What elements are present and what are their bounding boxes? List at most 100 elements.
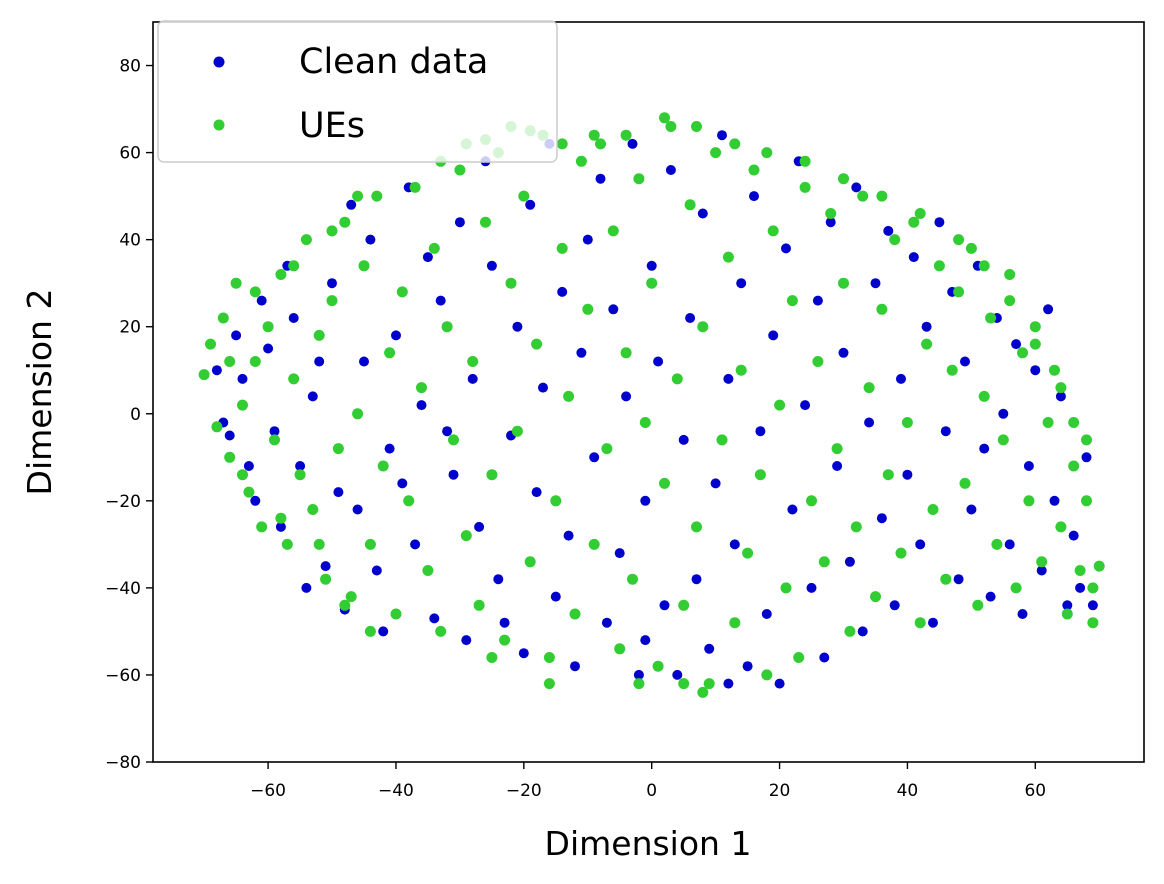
data-point-ues: [754, 469, 766, 481]
data-point-ues: [953, 234, 965, 246]
data-point-clean-data: [538, 382, 548, 393]
data-point-ues: [575, 155, 587, 167]
y-tick-label: −60: [105, 666, 141, 686]
data-point-ues: [806, 495, 817, 507]
data-point-ues: [831, 443, 843, 455]
data-point-ues: [953, 286, 965, 298]
data-point-clean-data: [844, 556, 855, 567]
data-point-clean-data: [288, 313, 299, 323]
data-point-clean-data: [953, 574, 964, 585]
data-point-clean-data: [665, 165, 676, 175]
data-point-clean-data: [518, 648, 529, 659]
data-point-ues: [633, 678, 645, 690]
data-point-clean-data: [467, 373, 478, 384]
data-point-clean-data: [448, 469, 459, 480]
data-point-ues: [326, 295, 338, 307]
data-point-clean-data: [250, 495, 261, 506]
data-point-ues: [959, 477, 971, 489]
data-point-ues: [933, 260, 945, 272]
data-point-ues: [838, 173, 849, 185]
data-point-ues: [722, 251, 734, 263]
data-point-clean-data: [563, 530, 574, 541]
y-tick-label: 0: [130, 405, 141, 425]
y-axis-label: Dimension 2: [20, 289, 59, 496]
data-point-ues: [307, 504, 319, 515]
data-point-ues: [550, 495, 562, 507]
y-tick-label: −80: [105, 753, 141, 773]
data-point-ues: [921, 338, 933, 350]
data-point-clean-data: [755, 426, 766, 437]
data-point-ues: [627, 573, 638, 585]
data-point-ues: [205, 338, 216, 350]
data-point-clean-data: [646, 260, 657, 271]
data-point-clean-data: [320, 561, 331, 572]
data-point-ues: [684, 199, 696, 211]
data-point-clean-data: [678, 434, 689, 445]
data-point-ues: [818, 556, 830, 568]
data-point-clean-data: [550, 591, 561, 602]
data-point-ues: [997, 434, 1009, 446]
data-point-ues: [588, 538, 600, 550]
x-tick-label: 40: [897, 781, 919, 801]
data-point-clean-data: [1081, 452, 1092, 463]
data-point-ues: [838, 277, 849, 289]
data-point-clean-data: [787, 504, 798, 515]
y-tick-label: 20: [119, 318, 141, 338]
x-axis-label: Dimension 1: [545, 824, 752, 863]
data-point-ues: [288, 260, 300, 272]
data-point-ues: [1010, 582, 1022, 594]
data-point-clean-data: [729, 539, 740, 550]
data-point-clean-data: [781, 243, 791, 254]
data-point-ues: [313, 538, 325, 550]
data-point-clean-data: [397, 478, 408, 489]
data-point-clean-data: [723, 373, 734, 384]
data-point-clean-data: [327, 278, 337, 289]
plot-frame: [152, 21, 1145, 763]
legend-marker-clean-data: [213, 56, 225, 68]
data-point-ues: [799, 155, 811, 167]
data-point-ues: [1017, 347, 1028, 359]
data-point-ues: [256, 521, 268, 533]
data-point-ues: [371, 190, 383, 202]
data-point-ues: [511, 425, 523, 437]
data-point-clean-data: [256, 295, 267, 306]
data-point-ues: [607, 225, 619, 237]
data-point-ues: [403, 495, 415, 507]
data-point-ues: [543, 678, 555, 690]
x-tick-label: 20: [769, 781, 791, 801]
data-point-clean-data: [1055, 391, 1066, 402]
data-point-clean-data: [1062, 600, 1073, 611]
data-point-ues: [978, 260, 990, 272]
data-point-ues: [269, 434, 280, 446]
data-point-ues: [1087, 582, 1099, 594]
data-point-clean-data: [806, 582, 817, 593]
data-point-ues: [588, 129, 600, 141]
data-point-clean-data: [378, 626, 389, 637]
data-point-ues: [793, 652, 805, 663]
data-point-clean-data: [717, 130, 727, 141]
data-point-ues: [876, 303, 888, 315]
data-point-clean-data: [359, 356, 369, 367]
data-point-ues: [742, 547, 754, 559]
y-axis: −80 −60 −40 −20 0 20 40 60 80: [105, 57, 153, 773]
data-point-clean-data: [474, 521, 485, 532]
data-point-ues: [211, 421, 223, 433]
data-point-ues: [441, 321, 453, 333]
data-point-ues: [895, 547, 907, 559]
data-point-ues: [799, 181, 811, 193]
data-point-clean-data: [697, 208, 708, 219]
data-point-ues: [761, 147, 773, 159]
data-point-ues: [313, 329, 325, 341]
data-point-ues: [659, 112, 670, 124]
data-point-clean-data: [1004, 539, 1015, 550]
data-point-ues: [882, 469, 894, 481]
data-point-ues: [1068, 417, 1080, 428]
data-point-clean-data: [1036, 565, 1047, 576]
data-point-clean-data: [800, 400, 811, 411]
data-point-ues: [422, 565, 434, 576]
data-point-clean-data: [902, 469, 913, 480]
data-point-ues: [691, 121, 702, 132]
data-point-clean-data: [812, 295, 823, 306]
data-point-ues: [518, 190, 530, 202]
data-point-clean-data: [1075, 582, 1086, 593]
